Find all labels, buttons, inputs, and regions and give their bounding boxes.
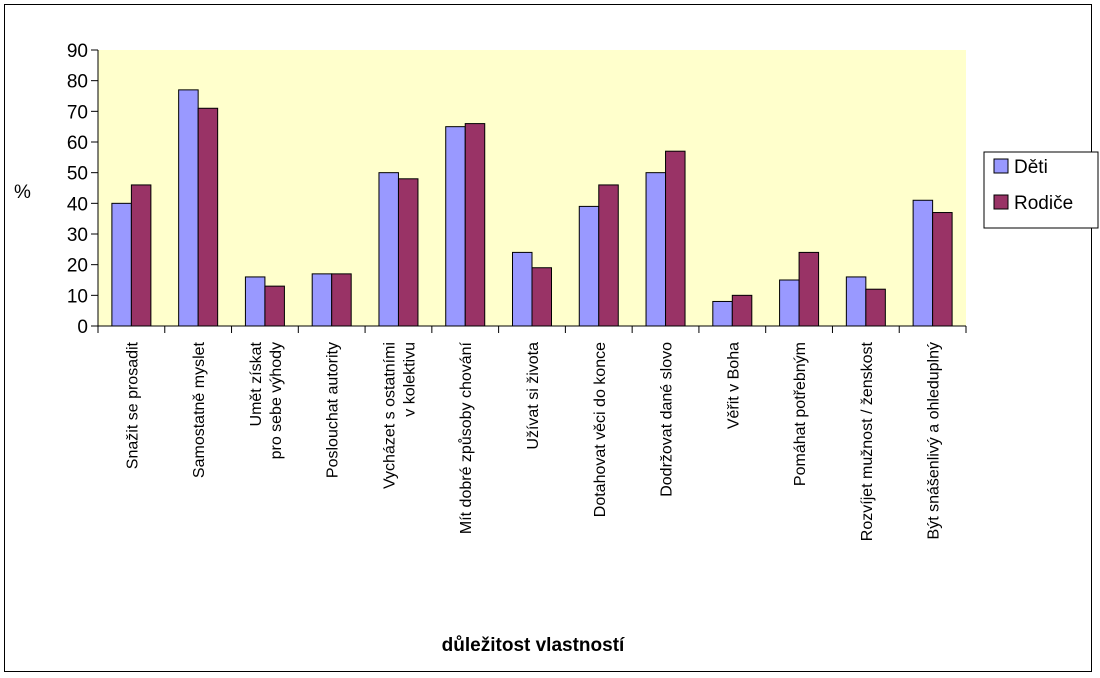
x-tick-label: Užívat si života [525,342,542,450]
y-tick-label: 0 [77,317,88,338]
bar-deti [512,251,533,327]
bar-deti [912,199,934,327]
bar-deti [845,276,867,327]
bar-rodice [798,251,820,327]
x-tick-label: Umět získat pro sebe výhody [248,341,285,459]
bar-rodice [865,288,886,327]
y-tick-label: 50 [67,164,88,185]
y-tick-label: 70 [67,102,88,123]
bar-deti [311,273,333,327]
bars [111,89,953,327]
svg-text:Věřit v Boha: Věřit v Boha [725,342,742,429]
svg-text:Rozvíjet mužnost / ženskost: Rozvíjet mužnost / ženskost [859,341,876,541]
svg-text:Poslouchat autority: Poslouchat autority [325,342,342,478]
legend-label-rodice: Rodiče [1014,193,1073,214]
y-tick-label: 10 [67,286,88,307]
y-tick-label: 20 [67,256,88,277]
bar-rodice [665,150,686,327]
y-axis: 0 10 20 30 40 50 60 70 80 90 [67,41,99,338]
legend: Děti Rodiče [983,151,1099,229]
bar-rodice [464,123,486,327]
x-tick-label: Rozvíjet mužnost / ženskost [859,341,876,541]
y-axis-title: % [14,182,31,203]
bar-rodice [397,178,419,327]
svg-text:Pomáhat potřebným: Pomáhat potřebným [792,342,809,486]
svg-text:Dotahovat věci do konce: Dotahovat věci do konce [592,342,609,517]
y-tick-label: 80 [67,72,88,93]
bar-rodice [264,285,285,327]
bar-rodice [197,107,219,327]
svg-text:Mít dobré způsoby chování: Mít dobré způsoby chování [457,341,475,534]
x-tick-label: Dotahovat věci do konce [592,342,609,517]
bar-rodice [731,294,753,327]
x-tick-label: Vycházet s ostatními v kolektivu [381,342,418,489]
bar-rodice [932,212,953,327]
svg-text:Snažit se prosadit: Snažit se prosadit [124,341,141,469]
x-tick-label: Poslouchat autority [325,342,342,478]
bar-deti [779,279,800,327]
bar-deti [445,126,466,327]
x-axis-title: důležitost vlastností [442,635,625,656]
bar-deti [578,205,600,327]
svg-text:Být snášenlivý a ohleduplný: Být snášenlivý a ohleduplný [926,342,943,539]
legend-swatch-deti [993,158,1009,174]
bar-deti [378,172,399,327]
bar-deti [244,276,266,327]
bar-rodice [531,267,552,327]
x-tick-label: Mít dobré způsoby chování [457,341,475,534]
x-tick-label: Pomáhat potřebným [792,342,809,486]
bar-deti [645,172,667,327]
x-axis [97,325,967,333]
y-tick-label: 60 [67,133,88,154]
svg-text:Dodržovat dané slovo: Dodržovat dané slovo [659,342,676,497]
bar-deti [712,300,733,327]
bar-deti [111,202,132,327]
x-tick-label: Být snášenlivý a ohleduplný [926,342,943,539]
x-tick-label: Věřit v Boha [725,342,742,429]
bar-rodice [598,184,619,327]
bar-rodice [130,184,152,327]
bar-rodice [331,273,352,327]
y-tick-label: 40 [67,194,88,215]
legend-label-deti: Děti [1014,157,1048,178]
category-labels: Snažit se prosadit Samostatně myslet Umět … [124,341,942,541]
x-tick-label: Dodržovat dané slovo [659,342,676,497]
y-tick-label: 30 [67,225,88,246]
svg-text:Užívat si života: Užívat si života [525,342,542,450]
x-tick-label: Snažit se prosadit [124,341,141,469]
svg-text:Samostatně myslet: Samostatně myslet [191,341,208,478]
y-tick-label: 90 [67,41,88,62]
x-tick-label: Samostatně myslet [191,341,208,478]
bar-deti [178,89,199,327]
legend-swatch-rodice [993,194,1009,210]
